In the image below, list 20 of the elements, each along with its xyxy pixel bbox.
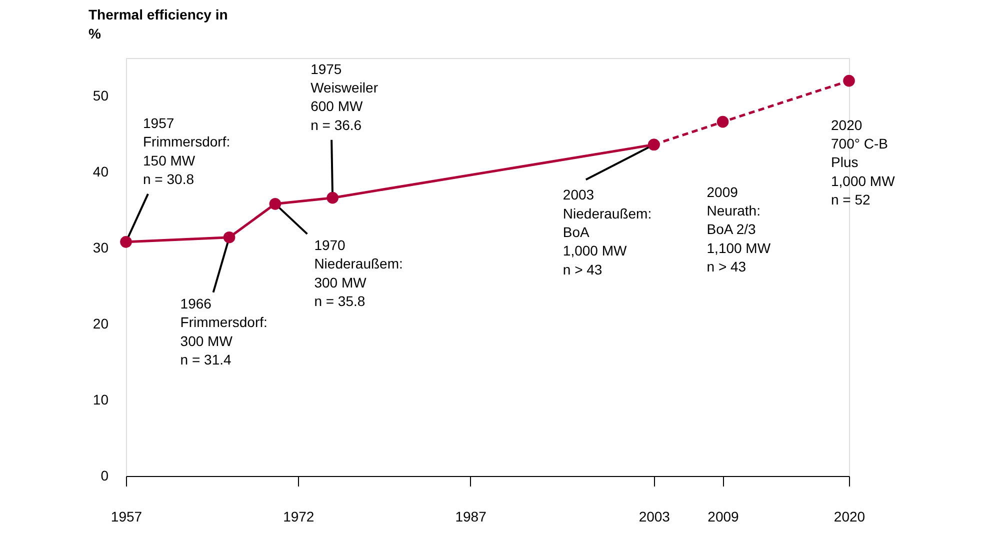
y-tick-label: 50 bbox=[92, 88, 109, 104]
y-tick-label: 40 bbox=[92, 164, 109, 180]
annotation: 1970 Niederaußem: 300 MW n = 35.8 bbox=[314, 236, 403, 310]
x-tick-label: 2009 bbox=[708, 508, 740, 524]
y-tick-label: 20 bbox=[92, 316, 109, 332]
annotation: 1975 Weisweiler 600 MW n = 36.6 bbox=[310, 60, 378, 133]
y-tick-label: 0 bbox=[100, 468, 109, 484]
x-tick-label: 2020 bbox=[834, 508, 866, 524]
y-tick-label: 10 bbox=[92, 392, 109, 408]
annotation: 1966 Frimmersdorf: 300 MW n = 31.4 bbox=[180, 295, 268, 368]
annotation: 2009 Neurath: BoA 2/3 1,100 MW n > 43 bbox=[706, 184, 772, 275]
annotation: 2003 Niederaußem: BoA 1,000 MW n > 43 bbox=[562, 186, 652, 278]
x-tick-label: 1987 bbox=[455, 508, 487, 524]
x-tick-label: 2003 bbox=[638, 508, 670, 524]
y-tick-label: 30 bbox=[92, 240, 109, 256]
y-axis-title: Thermal efficiency in % bbox=[88, 6, 228, 42]
x-tick-label: 1957 bbox=[110, 508, 142, 524]
x-tick-label: 1972 bbox=[283, 508, 314, 524]
annotation: 2020 700° C-B Plus 1,000 MW n = 52 bbox=[831, 116, 896, 208]
annotation: 1957 Frimmersdorf: 150 MW n = 30.8 bbox=[143, 114, 230, 188]
